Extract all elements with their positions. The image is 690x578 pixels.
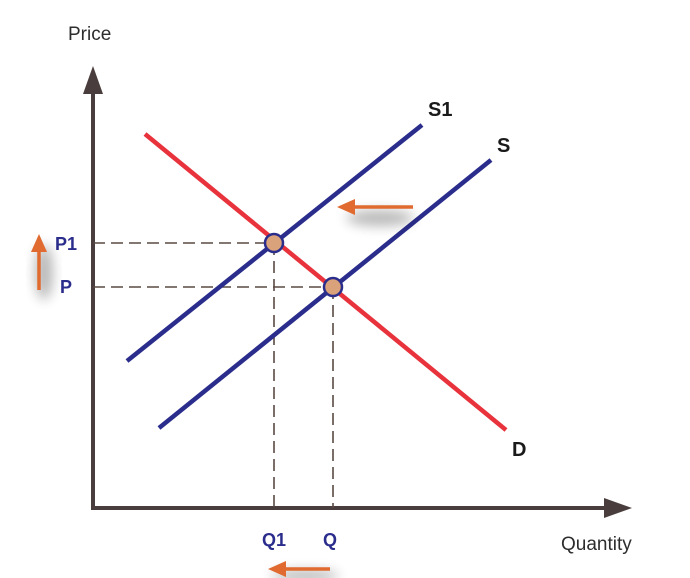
p-tick-label: P (60, 277, 72, 297)
y-axis-label: Price (68, 24, 111, 45)
x-axis-label: Quantity (561, 534, 632, 555)
original-equilibrium-point (322, 276, 344, 298)
supply-curve (157, 158, 493, 430)
left-arrow-icon (268, 561, 286, 577)
supply-label: S (497, 135, 510, 157)
price-increase-arrow (31, 234, 53, 300)
q-tick-label: Q (323, 530, 337, 550)
new-equilibrium-point (263, 232, 285, 254)
guide-lines (93, 242, 334, 508)
demand-label: D (512, 439, 526, 461)
supply-shift-arrow-shadow (346, 210, 414, 226)
quantity-arrow-shadow (271, 570, 339, 578)
q1-tick-label: Q1 (262, 530, 286, 550)
p1-tick-label: P1 (55, 234, 77, 254)
left-arrow-icon (337, 199, 355, 215)
up-arrow-icon (31, 234, 47, 252)
quantity-decrease-arrow (268, 561, 339, 578)
y-axis-arrowhead (83, 66, 103, 94)
x-axis-arrowhead (604, 498, 632, 518)
supply-shift-arrow (337, 199, 414, 226)
new-supply-label: S1 (428, 99, 452, 121)
